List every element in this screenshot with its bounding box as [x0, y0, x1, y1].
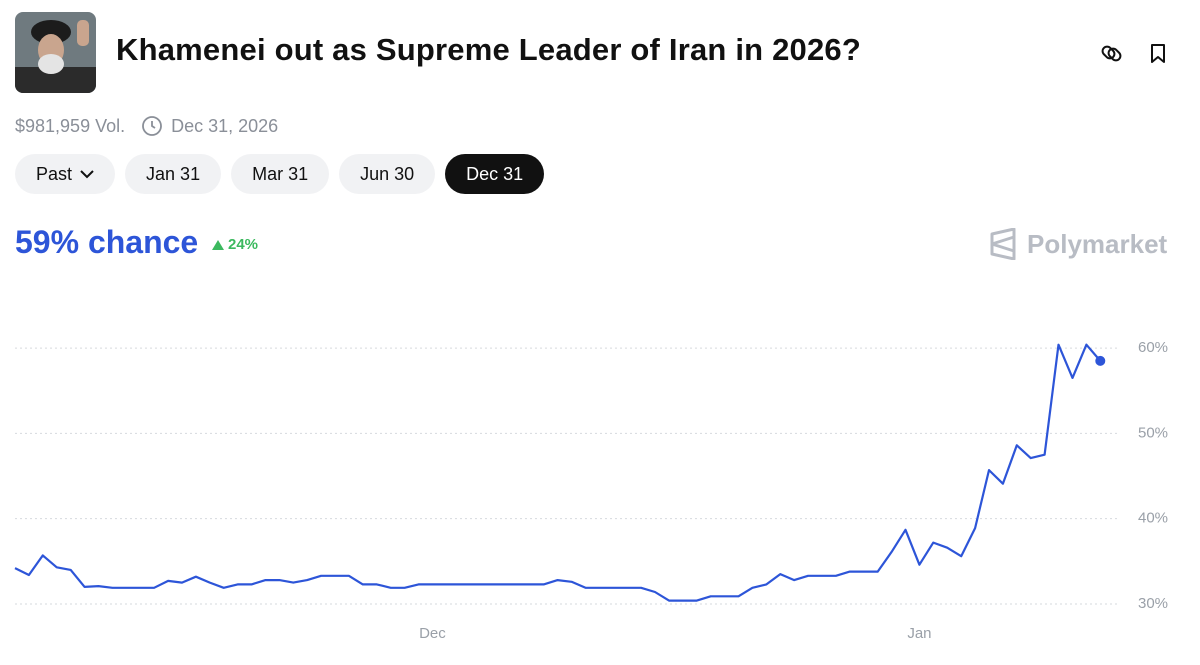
y-tick-label: 30% — [1138, 595, 1168, 612]
market-image — [15, 12, 96, 93]
y-tick-label: 40% — [1138, 510, 1168, 527]
clock-icon — [142, 116, 163, 136]
tab-label: Jun 30 — [360, 163, 415, 184]
date-tabs: Past Jan 31 Mar 31 Jun 30 Dec 31 — [15, 154, 545, 194]
tab-label: Past — [36, 163, 73, 184]
brand-logo — [990, 228, 1016, 260]
y-tick-label: 50% — [1138, 424, 1168, 441]
tab-label: Dec 31 — [466, 163, 524, 184]
date-tab[interactable]: Jun 30 — [339, 154, 436, 194]
brand: Polymarket — [989, 228, 1167, 260]
date-tab[interactable]: Mar 31 — [231, 154, 330, 194]
date-tab[interactable]: Past — [15, 154, 116, 194]
market-title: Khamenei out as Supreme Leader of Iran i… — [116, 32, 862, 67]
end-date: Dec 31, 2026 — [171, 115, 279, 136]
portrait — [15, 12, 96, 93]
chance: 59% chance — [15, 224, 199, 260]
line — [14, 343, 1102, 602]
y-tick-label: 60% — [1138, 339, 1168, 356]
date-tab[interactable]: Dec 31 — [445, 154, 545, 194]
change: 24% — [212, 236, 258, 253]
end-point — [1095, 355, 1106, 366]
volume: $981,959 Vol. — [15, 115, 126, 136]
date-tab[interactable]: Jan 31 — [125, 154, 222, 194]
tab-label: Jan 31 — [146, 163, 201, 184]
tab-label: Mar 31 — [252, 163, 309, 184]
link-icon[interactable] — [1101, 45, 1123, 63]
market-meta: $981,959 Vol. Dec 31, 2026 — [15, 115, 278, 137]
x-tick-label: Jan — [907, 625, 931, 642]
up-arrow — [212, 239, 224, 250]
chevron — [80, 170, 94, 179]
change-value: 24% — [228, 236, 259, 253]
header-actions — [1101, 44, 1165, 63]
brand-name: Polymarket — [1027, 228, 1168, 259]
bookmark-icon[interactable] — [1151, 44, 1165, 63]
x-tick-label: Dec — [419, 625, 446, 642]
